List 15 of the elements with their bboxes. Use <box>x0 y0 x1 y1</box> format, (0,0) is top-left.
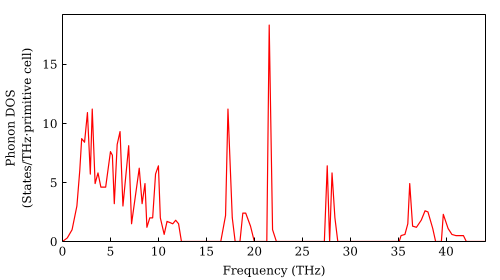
y-tick-label: 5 <box>50 176 58 190</box>
x-tick-label: 20 <box>246 244 262 258</box>
y-axis-title: Phonon DOS (States/THz·primitive cell) <box>3 48 34 208</box>
x-tick-label: 15 <box>198 244 214 258</box>
x-tick-label: 25 <box>294 244 310 258</box>
x-axis-title: Frequency (THz) <box>222 264 326 278</box>
x-tick-label: 5 <box>106 244 114 258</box>
y-tick-label: 15 <box>42 58 58 72</box>
x-tick-label: 30 <box>342 244 358 258</box>
x-tick-label: 10 <box>150 244 166 258</box>
y-tick-label: 10 <box>42 116 58 131</box>
x-tick-label: 0 <box>58 244 66 258</box>
y-tick-label: 0 <box>50 235 58 249</box>
x-tick-label: 40 <box>438 244 454 258</box>
x-tick-label: 35 <box>390 244 406 258</box>
